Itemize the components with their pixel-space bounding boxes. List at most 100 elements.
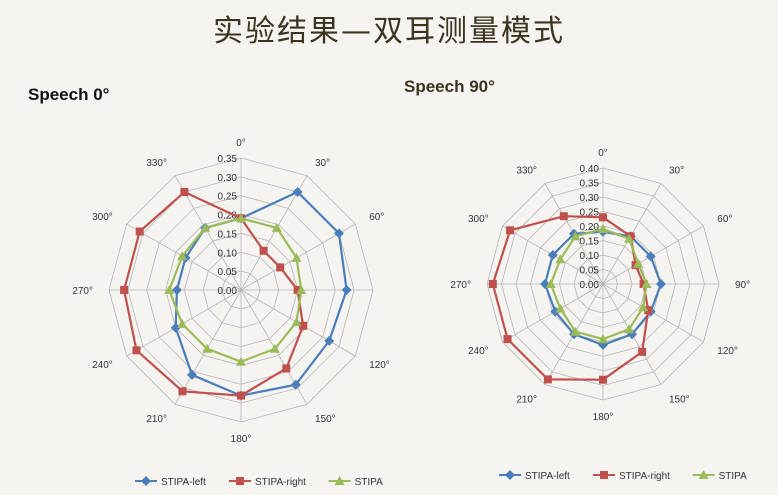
radial-tick-label: 0.20: [580, 222, 600, 233]
data-point-stipa: [200, 222, 211, 232]
legend-label-stipa-right: STIPA-right: [619, 471, 670, 482]
data-point-stipa-right: [559, 212, 568, 221]
radial-tick-label: 0.10: [580, 251, 600, 262]
legend-marker-stipa: [334, 476, 345, 485]
angle-label: 150°: [669, 394, 690, 405]
legend-label-stipa: STIPA: [719, 471, 747, 482]
data-point-stipa: [570, 326, 581, 336]
angle-label: 30°: [315, 158, 330, 169]
radial-tick-label: 0.30: [580, 193, 600, 204]
data-point-stipa-right: [599, 213, 607, 222]
data-point-stipa: [291, 317, 302, 327]
radar-chart-speech-90: 0.00 0.05 0.10 0.15 0.20 0.25 0.30 0.35 0.40 0° 30…: [450, 148, 750, 482]
legend-marker-stipa-left: [141, 476, 151, 486]
data-point-stipa-right: [506, 226, 515, 235]
data-point-stipa: [545, 279, 556, 288]
data-point-stipa: [271, 222, 282, 232]
data-point-stipa-right: [132, 346, 141, 355]
data-point-stipa-left: [656, 279, 666, 289]
data-point-stipa-right: [293, 286, 302, 294]
slide-title: 实验结果—双耳测量模式: [213, 14, 565, 49]
data-point-stipa-right: [599, 375, 607, 384]
data-point-stipa-left: [290, 379, 301, 390]
data-point-stipa: [598, 223, 608, 233]
angle-label: 300°: [468, 214, 489, 225]
data-point-stipa-right: [180, 188, 189, 196]
data-point-stipa-right: [237, 391, 245, 400]
angle-label: 30°: [669, 166, 684, 177]
legend-marker-stipa-right: [600, 471, 608, 479]
radial-tick-label: 0.30: [218, 173, 238, 184]
data-point-stipa-right: [299, 321, 308, 330]
radial-tick-label: 0.10: [218, 248, 238, 259]
data-point-stipa: [296, 285, 307, 294]
radial-tick-label: 0.20: [218, 211, 238, 222]
data-point-stipa-right: [638, 347, 647, 356]
angle-label: 120°: [369, 360, 389, 371]
data-point-stipa-right: [503, 335, 512, 344]
angle-label: 150°: [315, 414, 336, 425]
data-point-stipa-left: [547, 250, 558, 260]
data-point-stipa: [269, 343, 280, 353]
radial-tick-label: 0.05: [218, 267, 238, 278]
data-point-stipa: [624, 324, 635, 334]
radial-tick-label: 0.25: [580, 208, 600, 219]
data-point-stipa: [236, 213, 246, 223]
angle-label: 0°: [598, 148, 608, 159]
angle-label: 270°: [72, 286, 93, 297]
data-point-stipa: [202, 343, 213, 353]
data-point-stipa: [633, 258, 644, 268]
data-point-stipa: [164, 285, 175, 294]
radial-tick-label: 0.25: [218, 192, 238, 203]
angle-label: 90°: [735, 280, 750, 291]
radial-tick-label: 0.15: [580, 237, 600, 248]
chart-title-speech-90: Speech 90°: [404, 77, 495, 96]
angle-label: 60°: [369, 212, 384, 223]
angle-label: 210°: [516, 394, 537, 405]
radial-tick-label: 0.35: [218, 154, 238, 165]
data-point-stipa: [177, 251, 188, 261]
angle-label: 180°: [231, 434, 252, 445]
radial-tick-label: 0.00: [580, 280, 600, 291]
data-point-stipa-left: [170, 322, 181, 333]
data-point-stipa: [555, 303, 566, 313]
angle-label: 60°: [717, 214, 732, 225]
data-point-stipa: [177, 318, 188, 328]
angle-label: 0°: [236, 138, 246, 149]
radar-chart-speech-0: 0.00 0.05 0.10 0.15 0.20 0.25 0.30 0.35 0° 30° 60°…: [72, 138, 389, 488]
angle-label: 240°: [92, 360, 113, 371]
angle-label: 210°: [146, 414, 167, 425]
data-point-stipa: [570, 231, 581, 241]
chart-title-speech-0: Speech 0°: [28, 85, 110, 104]
data-point-stipa-right: [282, 364, 291, 373]
angle-label: 330°: [146, 158, 167, 169]
data-point-stipa-right: [259, 246, 268, 255]
data-point-stipa-right: [178, 387, 187, 396]
data-point-stipa-left: [334, 228, 344, 239]
data-point-stipa-right: [644, 306, 653, 315]
data-point-stipa-right: [276, 263, 285, 272]
angle-label: 300°: [92, 212, 113, 223]
angle-label: 270°: [450, 280, 471, 291]
radial-tick-label: 0.15: [218, 229, 238, 240]
data-point-stipa-right: [626, 232, 635, 241]
data-point-stipa: [291, 252, 302, 262]
angle-label: 330°: [516, 166, 537, 177]
series-line-stipa-right: [122, 190, 305, 397]
legend-label-stipa-left: STIPA-left: [525, 471, 570, 482]
radial-tick-label: 0.35: [580, 179, 600, 190]
data-point-stipa: [598, 334, 608, 344]
legend-marker-stipa-left: [505, 470, 515, 480]
angle-label: 240°: [468, 346, 489, 357]
data-point-stipa-left: [645, 251, 656, 262]
angle-label: 180°: [593, 412, 614, 423]
radial-tick-label: 0.40: [580, 164, 600, 175]
legend-label-stipa-left: STIPA-left: [161, 477, 206, 488]
legend-marker-stipa-right: [236, 477, 244, 485]
data-point-stipa-right: [120, 286, 129, 294]
data-point-stipa: [641, 279, 652, 288]
data-point-stipa-right: [543, 375, 552, 384]
legend-marker-stipa: [698, 470, 709, 479]
data-point-stipa: [236, 356, 246, 366]
radial-tick-label: 0.00: [218, 286, 238, 297]
